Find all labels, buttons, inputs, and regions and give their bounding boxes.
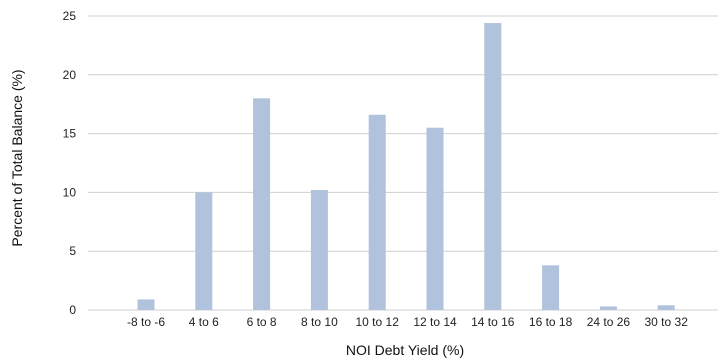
x-tick-label: 8 to 10 xyxy=(301,315,338,329)
bar-1 xyxy=(195,192,213,310)
y-tick-label: 25 xyxy=(63,9,77,23)
bar-8 xyxy=(599,306,617,310)
x-axis-title: NOI Debt Yield (%) xyxy=(346,342,464,358)
y-axis-ticks: 0 5 10 15 20 25 xyxy=(63,9,77,317)
x-tick-label: 14 to 16 xyxy=(471,315,515,329)
x-axis-ticks: -8 to -6 4 to 6 6 to 8 8 to 10 10 to 12 12 to… xyxy=(127,315,688,329)
y-tick-label: 0 xyxy=(69,303,76,317)
bar-9 xyxy=(657,305,675,310)
bar-7 xyxy=(542,265,560,310)
bar-4 xyxy=(368,114,386,310)
bar-2 xyxy=(253,98,271,310)
x-tick-label: 24 to 26 xyxy=(587,315,631,329)
y-tick-label: 15 xyxy=(63,127,77,141)
x-tick-label: 10 to 12 xyxy=(356,315,400,329)
y-tick-label: 5 xyxy=(69,244,76,258)
y-tick-label: 20 xyxy=(63,68,77,82)
bar-5 xyxy=(426,127,444,310)
gridlines xyxy=(88,15,718,311)
x-tick-label: 6 to 8 xyxy=(247,315,277,329)
y-tick-label: 10 xyxy=(63,185,77,199)
bars xyxy=(137,23,675,310)
x-tick-label: 30 to 32 xyxy=(645,315,689,329)
bar-6 xyxy=(484,23,502,310)
x-tick-label: 16 to 18 xyxy=(529,315,573,329)
x-tick-label: 4 to 6 xyxy=(189,315,219,329)
y-axis-title: Percent of Total Balance (%) xyxy=(9,69,25,246)
bar-3 xyxy=(310,190,328,310)
bar-0 xyxy=(137,299,155,310)
x-tick-label: -8 to -6 xyxy=(127,315,165,329)
x-tick-label: 12 to 14 xyxy=(413,315,457,329)
